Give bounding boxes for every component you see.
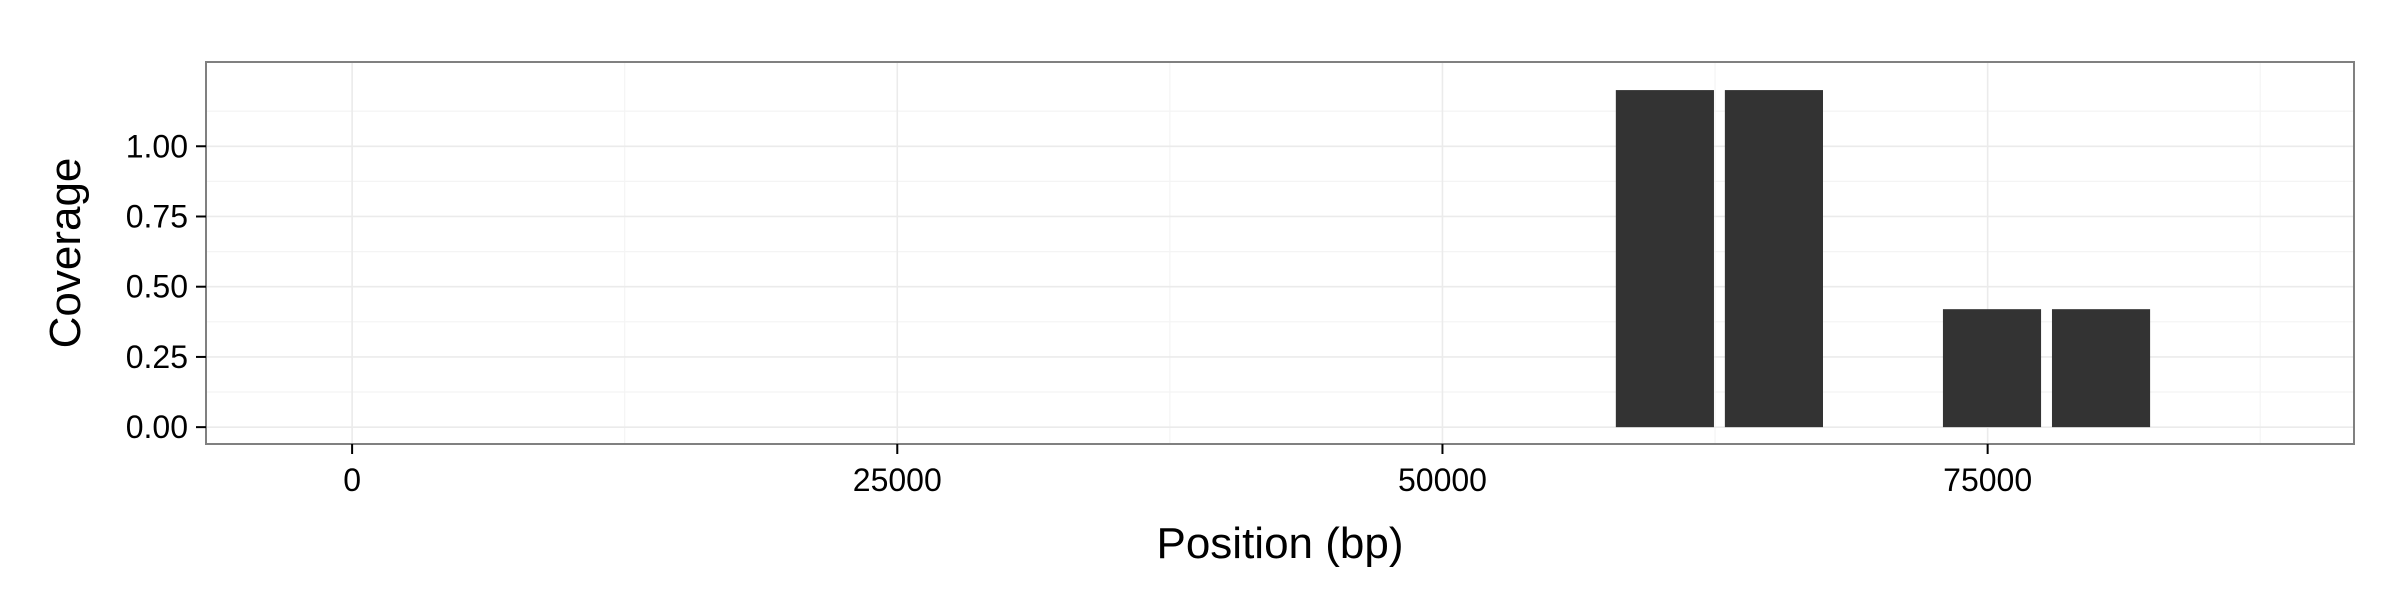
y-tick-label: 0.00	[126, 409, 188, 445]
x-axis-ticks: 0 25000 50000 75000	[343, 444, 2032, 498]
y-axis-ticks: 0.00 0.25 0.50 0.75 1.00	[126, 128, 206, 445]
coverage-bar	[2051, 309, 2151, 428]
coverage-bar	[1724, 90, 1823, 428]
x-tick-label: 25000	[853, 462, 942, 498]
y-tick-label: 0.50	[126, 269, 188, 305]
x-tick-label: 0	[343, 462, 361, 498]
x-tick-label: 75000	[1943, 462, 2032, 498]
y-tick-label: 0.25	[126, 339, 188, 375]
plot-panel-border	[205, 61, 2355, 445]
y-tick-label: 1.00	[126, 128, 188, 164]
y-axis-title: Coverage	[41, 158, 90, 349]
x-axis-title: Position (bp)	[1156, 519, 1403, 568]
y-tick-label: 0.75	[126, 198, 188, 234]
x-tick-label: 50000	[1398, 462, 1487, 498]
coverage-bar	[1615, 90, 1714, 428]
coverage-bars	[1615, 90, 2151, 428]
coverage-bar	[1942, 309, 2042, 428]
